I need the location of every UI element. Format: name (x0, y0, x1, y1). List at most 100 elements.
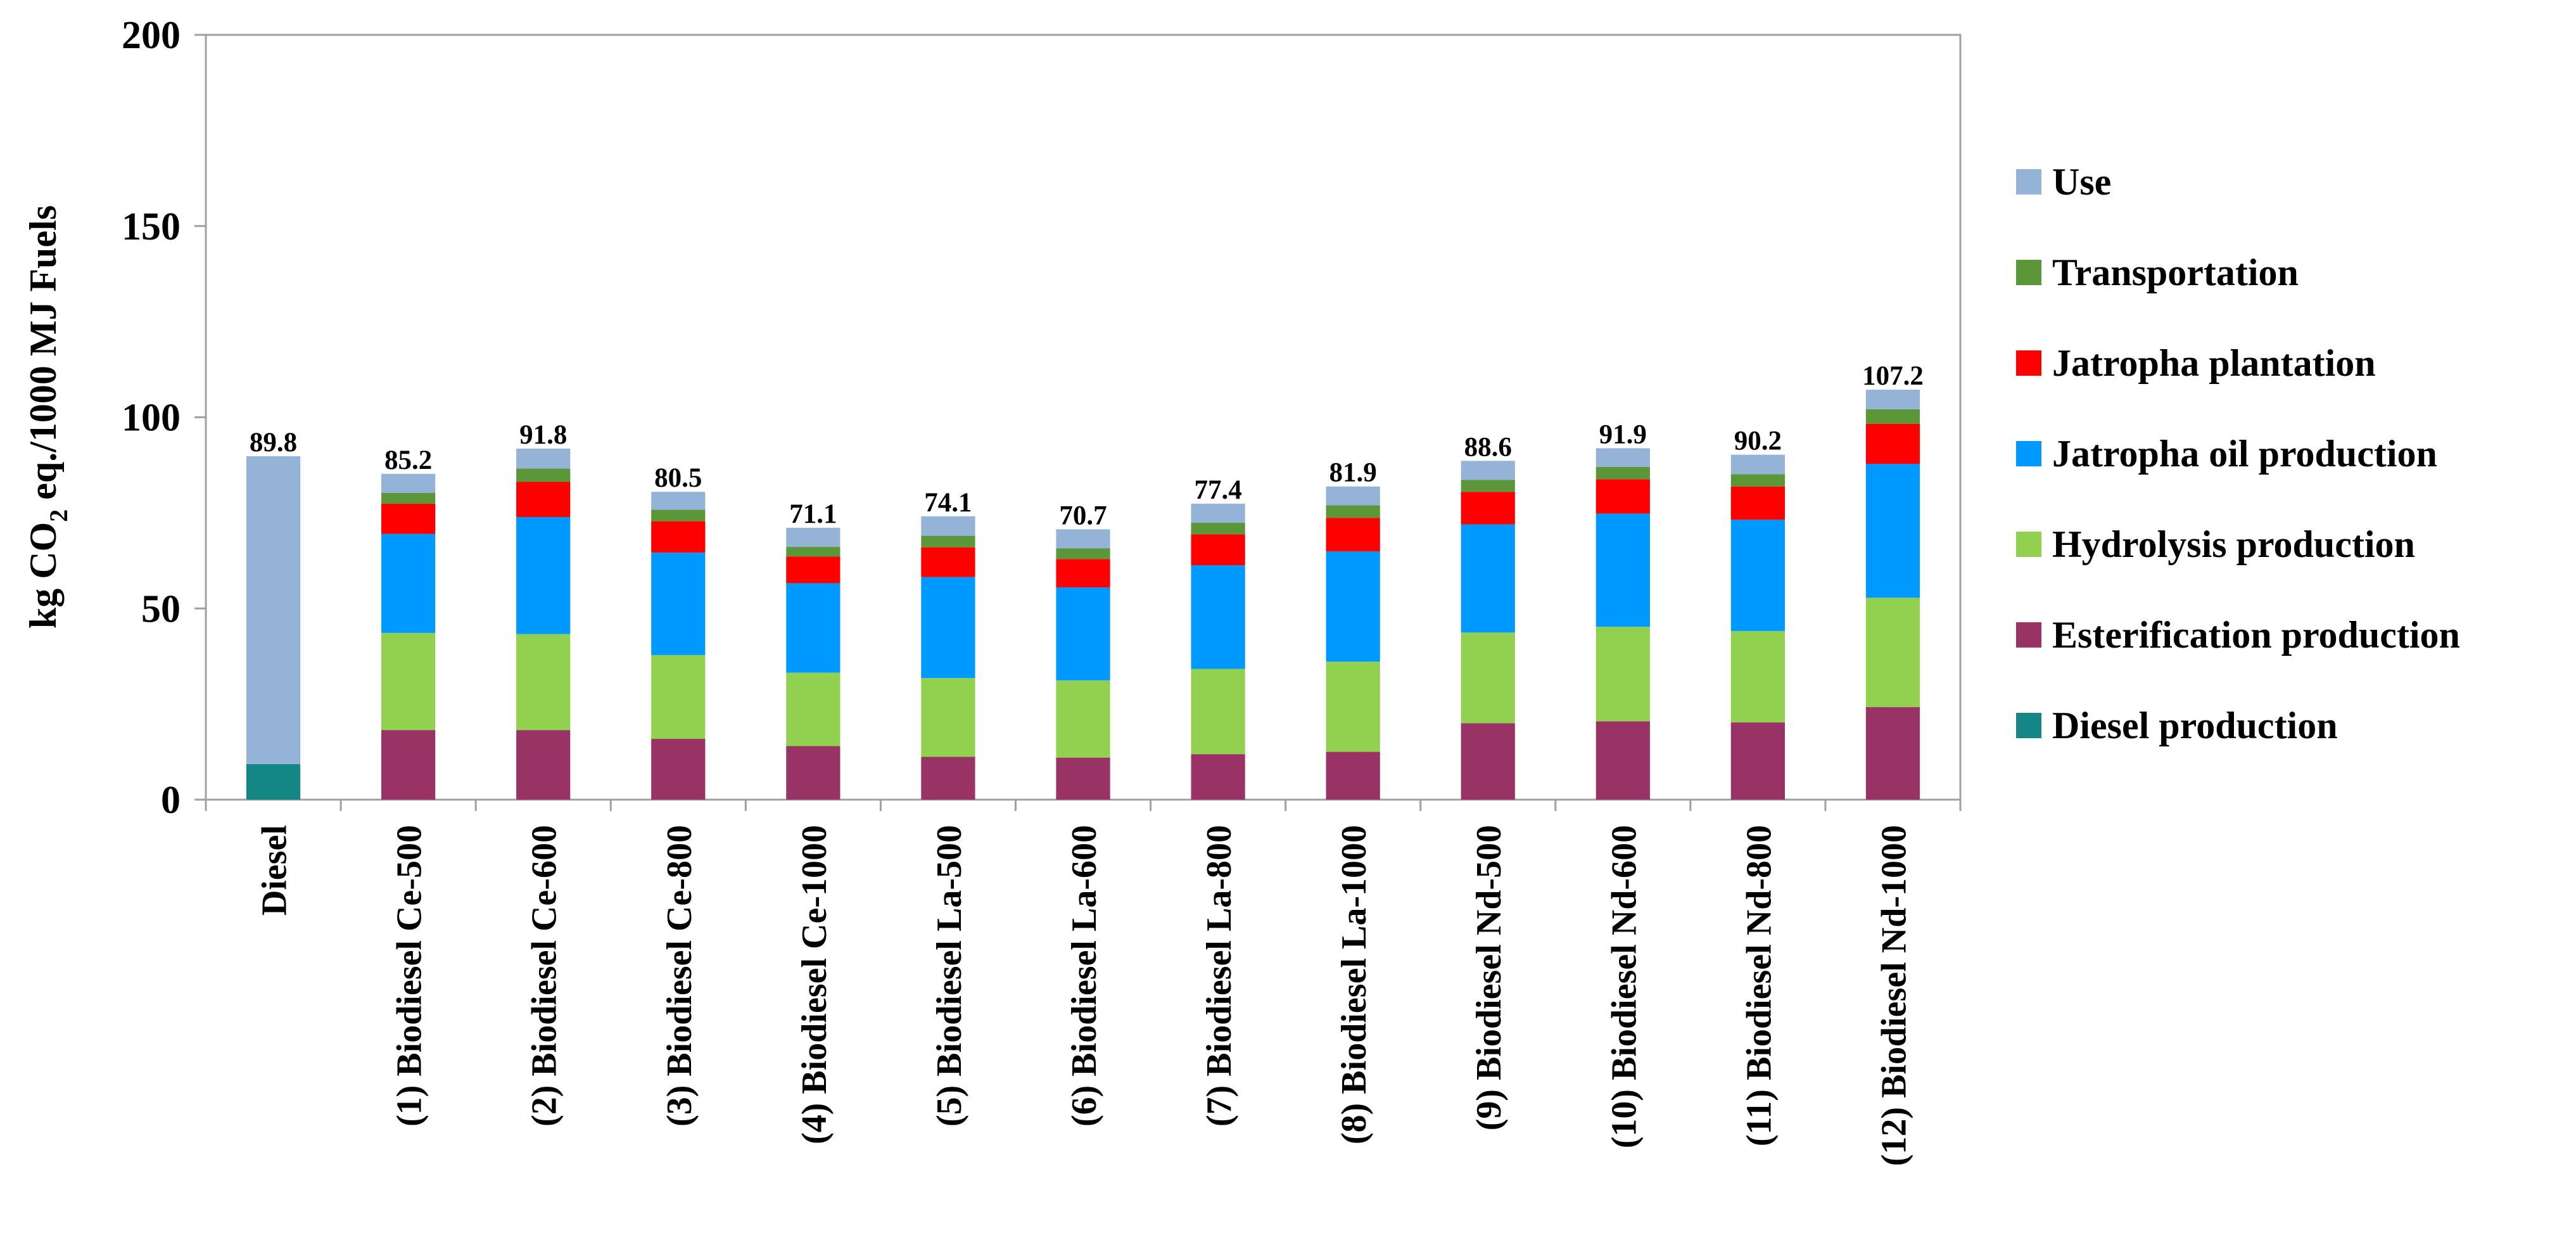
legend-item: Jatropha oil production (2016, 433, 2437, 475)
bar-segment-jatropha-oil-production (1730, 520, 1785, 631)
bar-segment-use (1056, 529, 1110, 549)
bar-segment-transportation (786, 547, 841, 557)
bar-segment-jatropha-oil-production (1056, 587, 1110, 681)
y-tick-label: 0 (161, 779, 181, 822)
bar-segment-esterification-production (1326, 751, 1380, 800)
legend-swatch (2016, 532, 2041, 557)
bar-stack (1865, 390, 1920, 800)
x-category-label: (7) Biodiesel La-800 (1200, 825, 1239, 1127)
bar-segment-hydrolysis-production (651, 655, 706, 739)
x-category-label: (2) Biodiesel Ce-600 (525, 825, 564, 1127)
legend-swatch (2016, 169, 2041, 195)
legend-label: Jatropha plantation (2052, 342, 2376, 384)
bar-segment-esterification-production (921, 757, 975, 800)
bar-segment-esterification-production (1730, 722, 1785, 800)
legend-item: Diesel production (2016, 705, 2338, 746)
bar-segment-transportation (381, 492, 436, 504)
bar-segment-hydrolysis-production (1326, 662, 1380, 752)
bar-total-label: 77.4 (1194, 475, 1241, 505)
bar-segment-esterification-production (1596, 721, 1650, 800)
legend-label: Transportation (2052, 252, 2299, 293)
bar-stack (651, 492, 706, 800)
bar-segment-esterification-production (651, 739, 706, 800)
y-axis-label: kg CO2 eq./1000 MJ Fuels (22, 205, 73, 629)
bar-segment-esterification-production (516, 730, 571, 800)
y-tick-label: 50 (141, 587, 181, 630)
legend-swatch (2016, 441, 2041, 466)
bar-segment-use (516, 448, 571, 469)
bar-segment-use (1326, 486, 1380, 506)
bar-segment-jatropha-oil-production (1461, 524, 1515, 633)
legend-swatch (2016, 622, 2041, 648)
bar-segment-jatropha-plantation (1596, 479, 1650, 514)
x-category-label: (1) Biodiesel Ce-500 (390, 825, 429, 1127)
bar-segment-hydrolysis-production (1865, 598, 1920, 707)
total-labels: 89.8 85.2 91.8 80.5 71.1 74.1 70.7 77.4 81.9 88.6… (250, 361, 1924, 530)
bar-segment-hydrolysis-production (786, 672, 841, 746)
bar-stack (516, 448, 571, 800)
x-category-label: (4) Biodiesel Ce-1000 (795, 825, 834, 1144)
bar-segment-transportation (1056, 548, 1110, 560)
bar-segment-transportation (1191, 523, 1245, 535)
bar-segment-transportation (1461, 480, 1515, 492)
legend-label: Diesel production (2052, 705, 2338, 746)
legend-item: Hydrolysis production (2016, 523, 2415, 565)
bar-segment-hydrolysis-production (1730, 630, 1785, 723)
x-category-label: Diesel (255, 825, 295, 916)
bar-segment-transportation (516, 468, 571, 482)
bar-segment-transportation (1730, 474, 1785, 487)
bar-segment-jatropha-plantation (1865, 423, 1920, 464)
bar-stack (1191, 503, 1245, 800)
bar-segment-hydrolysis-production (381, 632, 436, 731)
bar-stack (1326, 486, 1380, 800)
bar-segment-jatropha-plantation (1326, 518, 1380, 552)
legend-swatch (2016, 350, 2041, 376)
bar-stack (381, 473, 436, 800)
bar-total-label: 91.9 (1599, 419, 1647, 449)
bar-segment-diesel-production (246, 764, 301, 800)
legend-item: Use (2016, 161, 2111, 203)
bar-segment-esterification-production (1056, 757, 1110, 800)
legend-item: Esterification production (2016, 614, 2460, 656)
bar-total-label: 74.1 (924, 488, 972, 518)
bar-segment-use (1730, 454, 1785, 475)
bar-total-label: 70.7 (1059, 501, 1107, 530)
x-category-label: (3) Biodiesel Ce-800 (660, 825, 699, 1127)
bar-segment-transportation (1596, 466, 1650, 480)
legend-swatch (2016, 260, 2041, 285)
bar-segment-jatropha-oil-production (381, 534, 436, 633)
bar-segment-use (786, 527, 841, 547)
bar-segment-jatropha-oil-production (1596, 513, 1650, 627)
bar-segment-use (1191, 503, 1245, 523)
bar-segment-use (1596, 448, 1650, 467)
bar-stack (1730, 454, 1785, 800)
bar-segment-jatropha-oil-production (1191, 565, 1245, 669)
bar-total-label: 71.1 (789, 499, 837, 529)
bar-segment-transportation (1865, 409, 1920, 424)
bar-segment-jatropha-plantation (651, 521, 706, 553)
bar-total-label: 90.2 (1734, 426, 1782, 456)
legend-item: Transportation (2016, 252, 2299, 293)
x-axis: Diesel (1) Biodiesel Ce-500 (2) Biodiesel … (205, 798, 1962, 1166)
bar-segment-jatropha-plantation (516, 482, 571, 518)
bar-total-label: 107.2 (1862, 361, 1924, 391)
legend: Use Transportation Jatropha plantation Jatr… (2016, 161, 2460, 746)
bar-segment-esterification-production (786, 746, 841, 800)
bar-segment-jatropha-oil-production (516, 517, 571, 634)
legend-item: Jatropha plantation (2016, 342, 2376, 384)
bar-total-label: 81.9 (1329, 458, 1377, 488)
bar-total-label: 85.2 (384, 445, 432, 475)
bar-segment-jatropha-plantation (381, 503, 436, 534)
bar-segment-esterification-production (381, 730, 436, 800)
bar-total-label: 89.8 (250, 428, 297, 457)
bar-segment-hydrolysis-production (1596, 627, 1650, 722)
x-category-label: (9) Biodiesel Nd-500 (1469, 825, 1509, 1130)
bar-segment-use (921, 516, 975, 536)
y-axis: 0 50 100 150 200 (122, 14, 207, 822)
bar-stack (921, 516, 975, 800)
bar-stack (1056, 529, 1110, 800)
bar-segment-jatropha-plantation (1730, 486, 1785, 520)
bar-segment-use (1865, 390, 1920, 409)
y-axis-label-rest: eq./1000 MJ Fuels (22, 205, 64, 509)
